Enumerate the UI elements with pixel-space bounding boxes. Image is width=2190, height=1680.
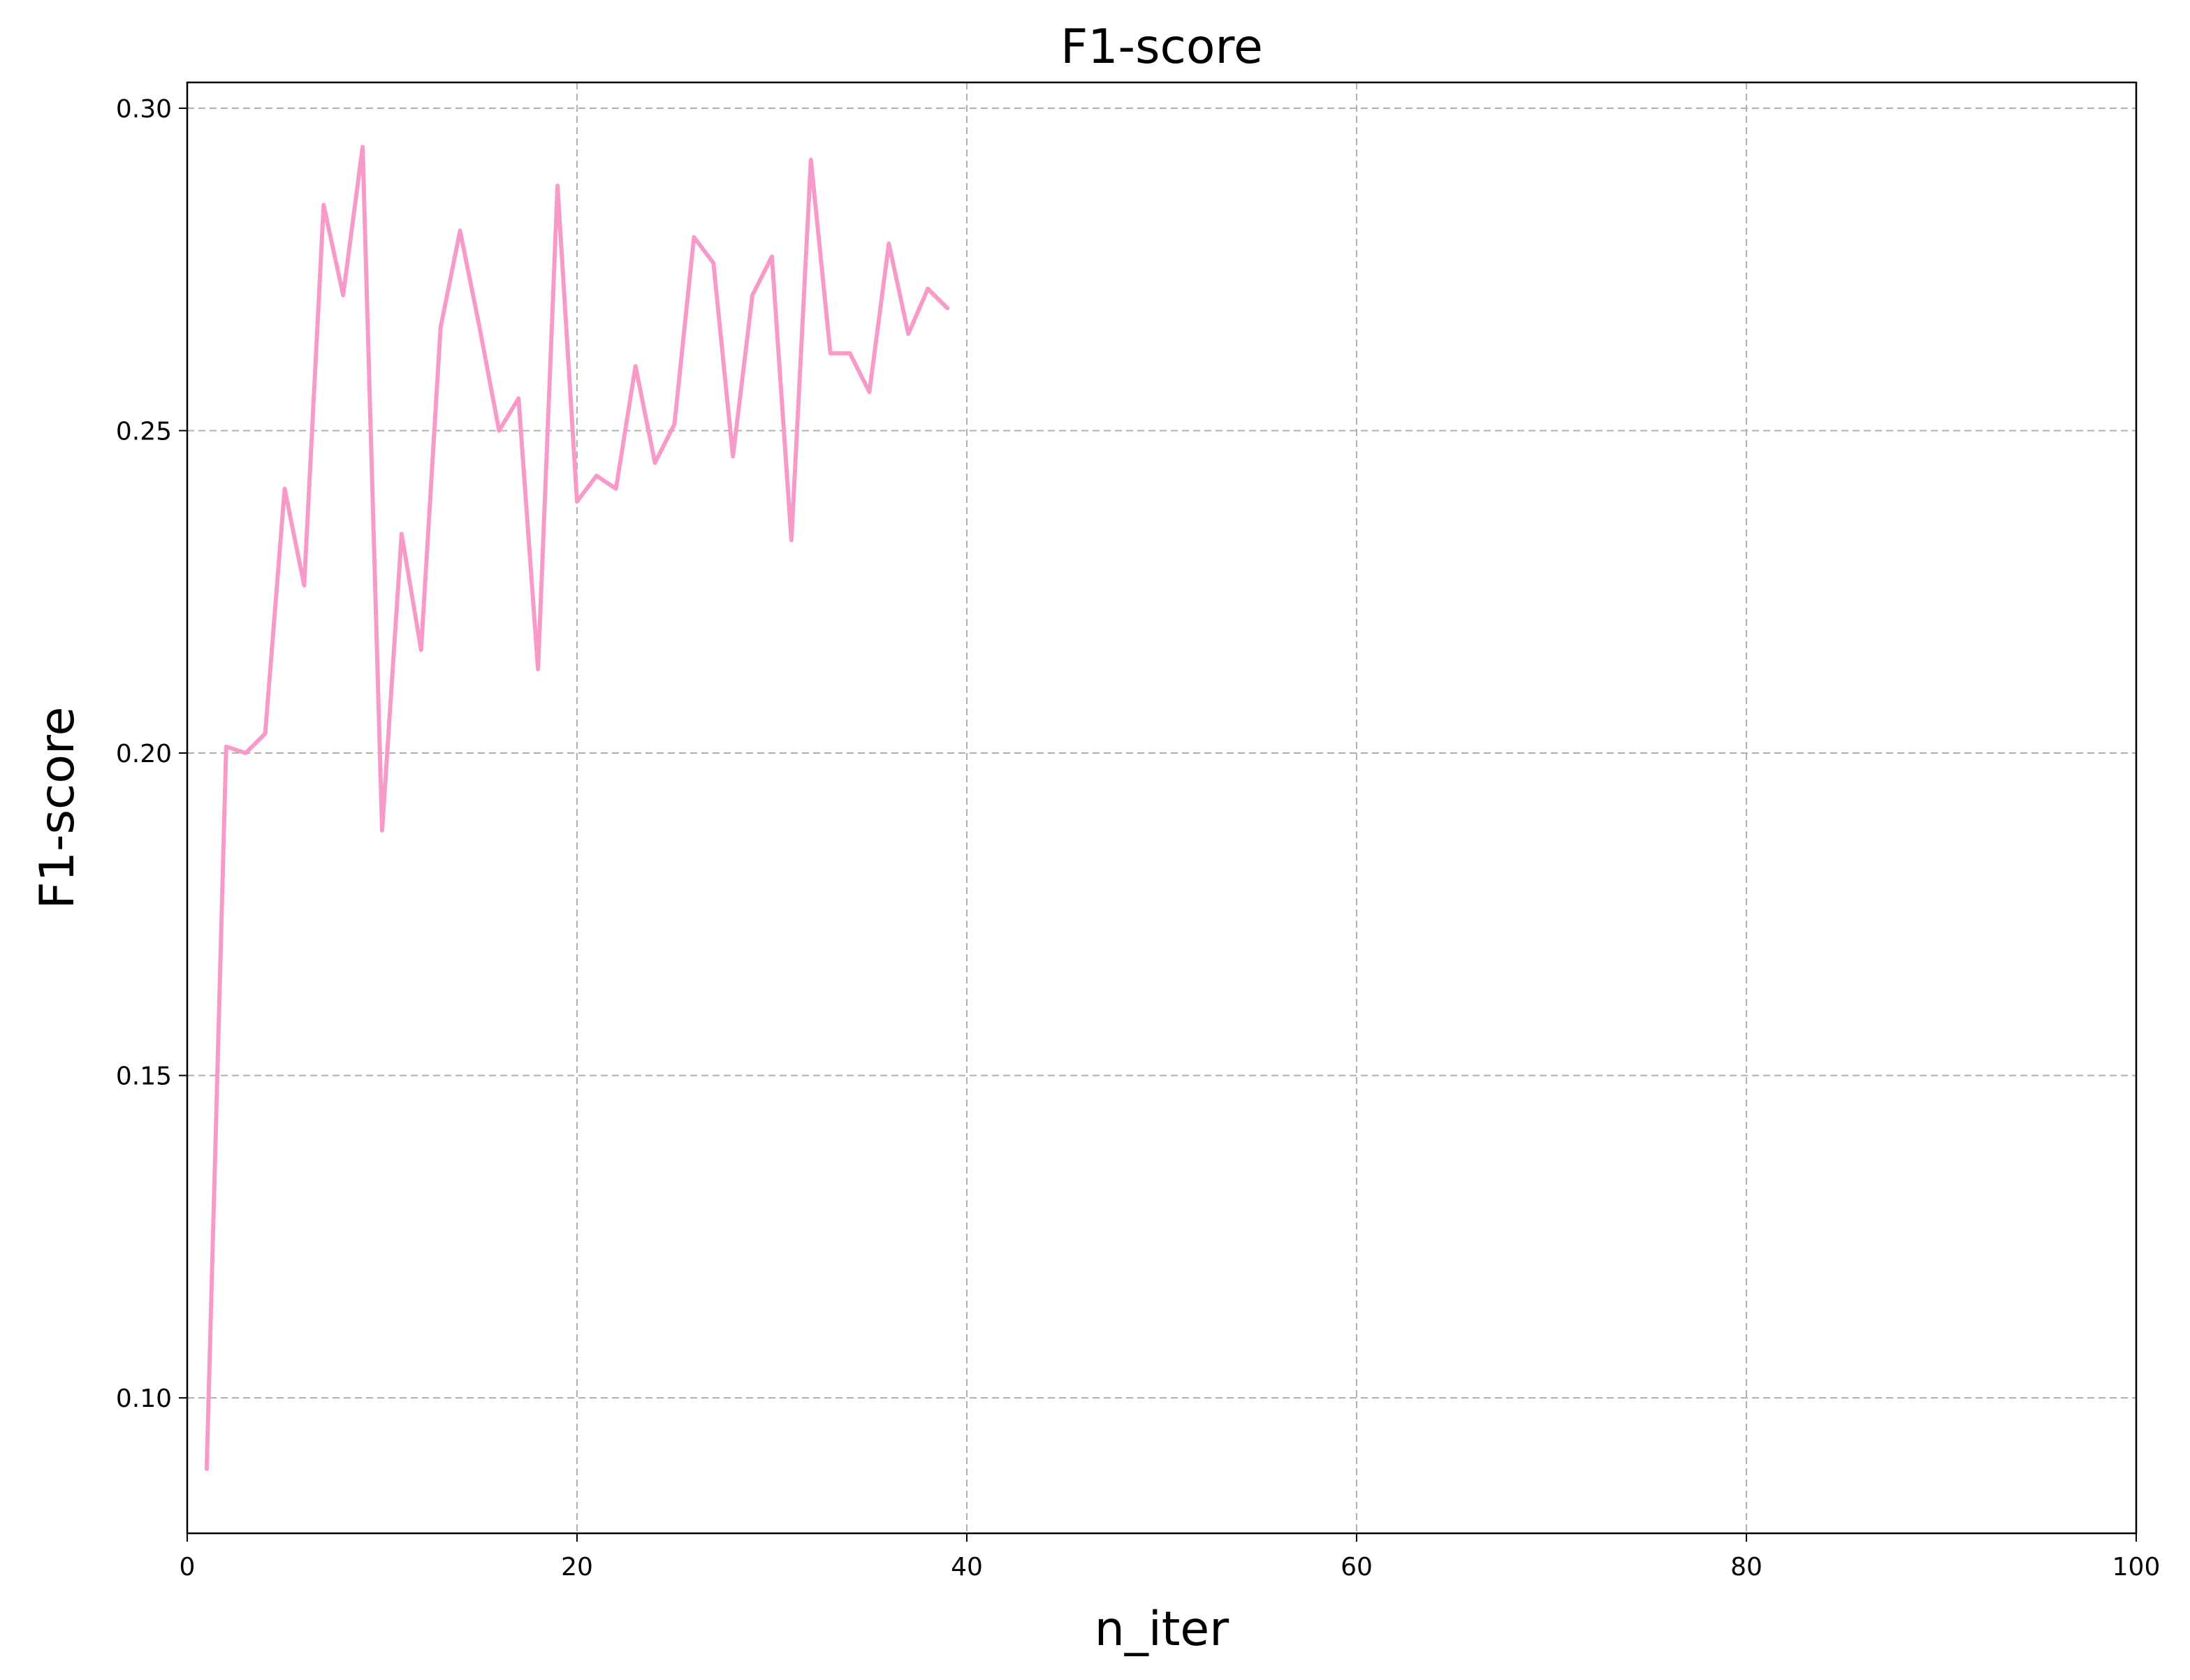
plot-frame [186, 81, 2138, 1535]
y-tick-label: 0.25 [116, 417, 172, 446]
y-tick-label: 0.10 [116, 1385, 172, 1413]
x-tick-label: 60 [1341, 1553, 1373, 1582]
y-axis-label: F1-score [30, 707, 85, 910]
x-tick-label: 100 [2112, 1553, 2161, 1582]
chart-title: F1-score [1060, 20, 1263, 75]
x-tick-label: 20 [561, 1553, 593, 1582]
y-tick-label: 0.15 [116, 1062, 172, 1091]
y-tick-label: 0.30 [116, 95, 172, 124]
x-tick-label: 0 [180, 1553, 196, 1582]
series-layer [204, 145, 950, 1471]
grid-lines [187, 82, 2136, 1533]
x-axis-label: n_iter [1095, 1602, 1229, 1657]
x-tick-label: 80 [1730, 1553, 1762, 1582]
x-tick-label: 40 [951, 1553, 983, 1582]
axis-ticks: 0 20 40 60 80 100 0.10 0.15 0.20 0.25 0.30 [116, 95, 2161, 1582]
y-tick-label: 0.20 [116, 740, 172, 768]
series-line [204, 145, 950, 1471]
